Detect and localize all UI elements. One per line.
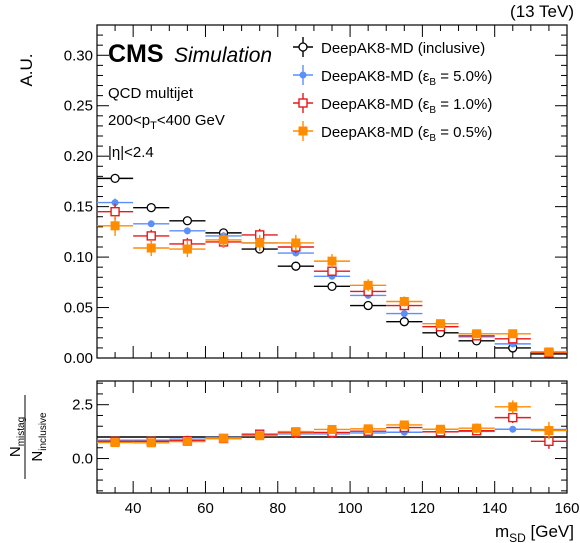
marker-open-circle [182,216,193,226]
marker-filled-circle [509,425,517,433]
marker-open-circle [327,281,337,292]
marker-filled-square [291,427,301,437]
marker-filled-square [110,221,120,231]
ratio-y-tick-label: 2.5 [72,397,93,414]
marker-filled-square [544,426,554,436]
main-data-marks [97,173,567,359]
ratio-y-axis-title: Nmistag Ninclusive [7,395,49,479]
marker-open-square [508,412,518,423]
marker-filled-square [363,424,373,434]
marker-filled-square [182,437,192,447]
marker-filled-circle [299,71,307,79]
svg-text:Ninclusive: Ninclusive [29,412,49,462]
marker-filled-square [399,420,409,430]
marker-filled-square [298,126,308,136]
marker-open-circle [110,173,120,184]
legend-label: DeepAK8-MD (εB = 0.5%) [321,124,492,144]
x-tick-label: 100 [338,500,363,517]
main-y-axis-title: A.U. [17,53,36,86]
y-tick-label: 0.30 [64,47,93,64]
marker-filled-circle [147,220,155,228]
x-tick-label: 80 [269,500,286,517]
marker-open-square [298,98,308,108]
marker-filled-square [472,329,482,339]
marker-open-square [327,266,337,276]
x-tick-label: 60 [197,500,214,517]
marker-open-square [146,231,156,241]
x-tick-label: 140 [482,500,507,517]
marker-filled-square [327,256,337,266]
marker-filled-square [146,438,156,448]
marker-filled-square [291,238,301,248]
marker-open-circle [291,261,301,271]
sample-annotation: QCD multijet [108,85,194,102]
legend-entry-eff_05: DeepAK8-MD (εB = 0.5%) [293,121,492,144]
y-tick-label: 0.10 [64,249,93,266]
marker-filled-square [327,424,337,434]
marker-filled-square [110,438,120,448]
x-tick-label: 40 [125,500,142,517]
marker-filled-circle [400,310,408,318]
energy-label: (13 TeV) [510,2,574,21]
legend-entry-eff_5: DeepAK8-MD (εB = 5.0%) [293,65,492,88]
marker-filled-circle [183,227,191,235]
legend-label: DeepAK8-MD (εB = 1.0%) [321,96,492,116]
legend-entry-eff_1: DeepAK8-MD (εB = 1.0%) [293,93,492,116]
marker-filled-square [399,296,409,306]
ratio-axes: 40 60 80 100 120 140 160 0.0 2.5 [72,381,580,517]
legend-label: DeepAK8-MD (εB = 5.0%) [321,68,492,88]
marker-filled-square [219,235,229,245]
eta-annotation: |η|<2.4 [108,144,154,161]
marker-filled-square [472,423,482,433]
y-tick-label: 0.05 [64,300,93,317]
x-tick-label: 120 [410,500,435,517]
legend: DeepAK8-MD (inclusive) DeepAK8-MD (εB = 5… [293,37,492,144]
cms-label: CMS [108,40,164,68]
marker-open-square [110,206,120,217]
marker-open-circle [146,202,156,213]
marker-filled-square [544,347,554,357]
legend-entry-inclusive: DeepAK8-MD (inclusive) [293,37,485,57]
legend-label: DeepAK8-MD (inclusive) [321,40,485,57]
marker-filled-square [363,280,373,290]
x-tick-label: 160 [554,500,579,517]
marker-filled-square [146,243,156,253]
marker-filled-square [255,238,265,248]
x-axis-title: mSD [GeV] [495,522,574,543]
marker-filled-square [435,424,445,434]
series-eff_5 [97,198,567,356]
y-tick-label: 0.15 [64,199,93,216]
y-tick-label: 0.00 [64,350,93,367]
series-eff_05 [97,215,567,357]
ratio-data-marks [97,400,567,449]
simulation-label: Simulation [174,44,272,67]
marker-filled-square [255,431,265,441]
main-axes: 0.00 0.05 0.10 0.15 0.20 0.25 0.30 [64,24,568,367]
y-tick-label: 0.25 [64,98,93,115]
marker-filled-square [182,244,192,254]
ratio-y-tick-label: 0.0 [72,451,93,468]
y-tick-label: 0.20 [64,148,93,165]
marker-filled-square [219,433,229,443]
marker-filled-square [508,402,518,412]
pt-annotation: 200<pT<400 GeV [108,112,225,132]
marker-filled-square [508,329,518,339]
svg-text:Nmistag: Nmistag [7,417,27,457]
marker-filled-square [435,319,445,329]
series-eff_05 [97,400,567,448]
marker-open-circle [298,42,308,52]
marker-open-circle [399,317,409,327]
marker-open-circle [363,300,373,311]
